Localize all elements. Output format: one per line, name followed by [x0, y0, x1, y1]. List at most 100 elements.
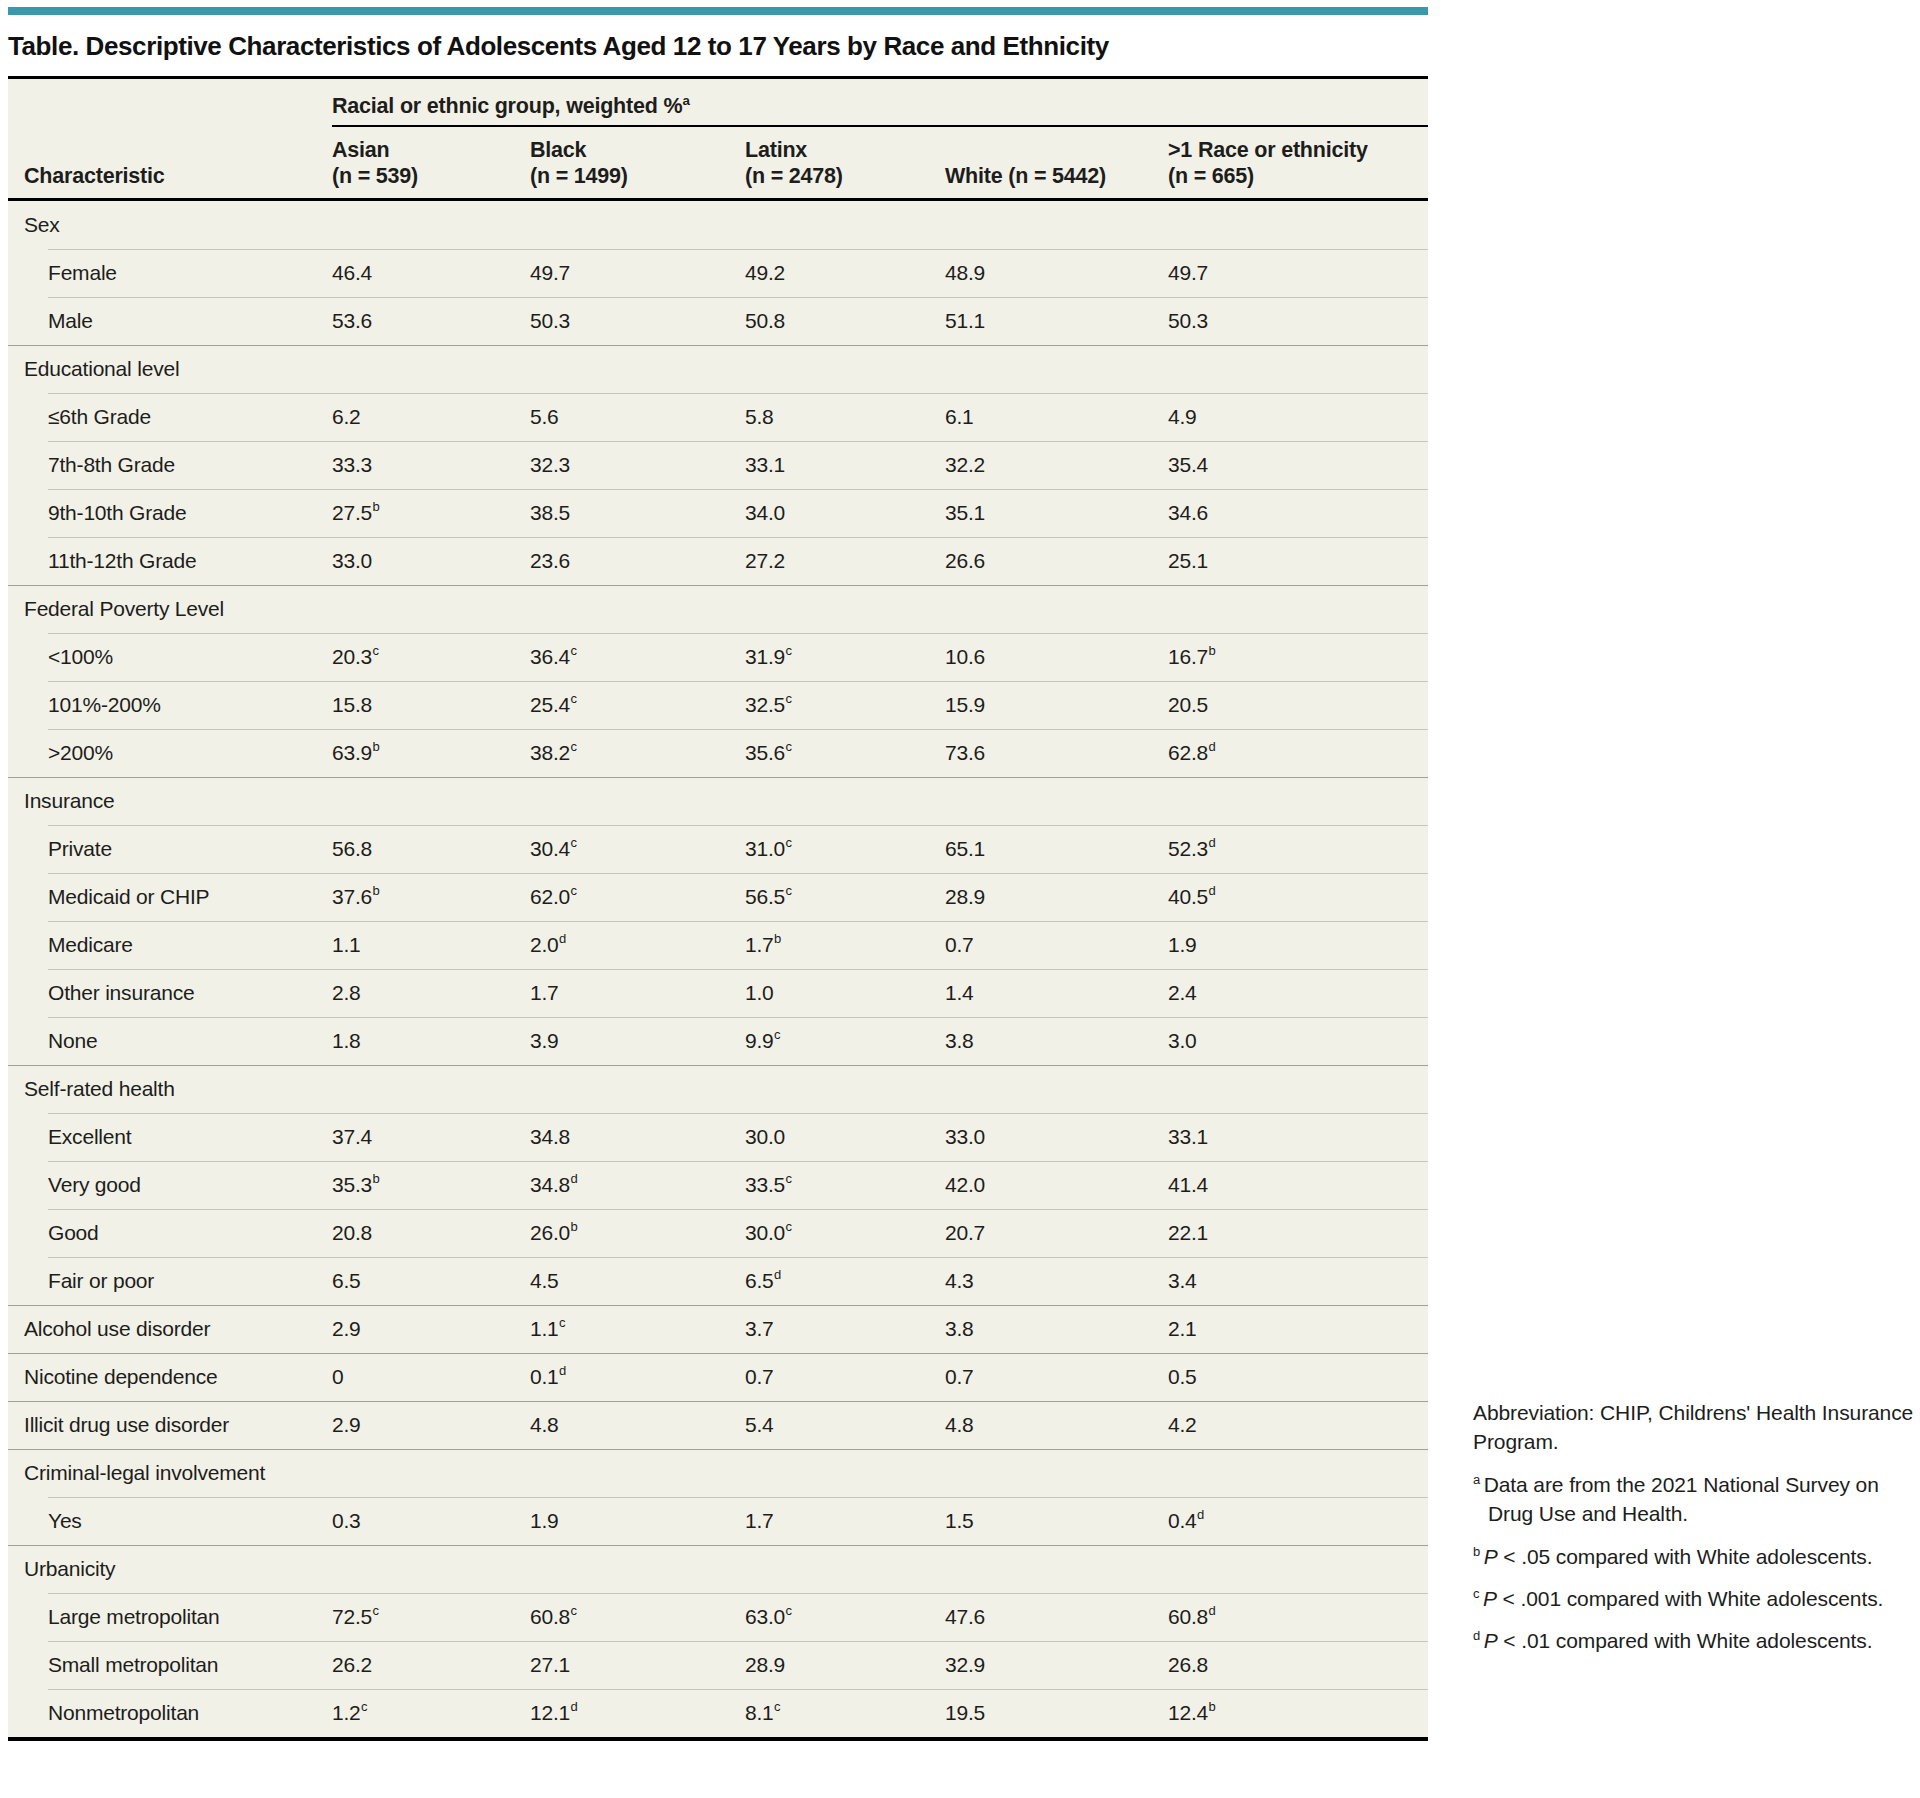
row-value: 3.7: [745, 1313, 945, 1345]
row-label: Nonmetropolitan: [8, 1697, 303, 1730]
row-value: 5.8: [745, 401, 945, 433]
row-value: 60.8c: [530, 1601, 745, 1633]
table-row-nonmetropolitan: Nonmetropolitan1.2c12.1d8.1c19.512.4b: [8, 1689, 1428, 1737]
row-label: Educational level: [8, 353, 279, 386]
row-value: 34.8: [530, 1121, 745, 1153]
row-value: 0: [332, 1361, 530, 1393]
row-value: 3.4: [1168, 1265, 1428, 1297]
row-value: 6.5: [332, 1265, 530, 1297]
row-value: 73.6: [945, 737, 1168, 769]
table-row-other-insurance: Other insurance2.81.71.01.42.4: [8, 969, 1428, 1017]
abbreviation-note: Abbreviation: CHIP, Childrens' Health In…: [1473, 1398, 1915, 1457]
row-value: 27.1: [530, 1649, 745, 1681]
row-value: 2.8: [332, 977, 530, 1009]
table-row-9th-10th-grade: 9th-10th Grade27.5b38.534.035.134.6: [8, 489, 1428, 537]
row-value: 60.8d: [1168, 1601, 1428, 1633]
row-value: 26.6: [945, 545, 1168, 577]
row-value: 4.8: [530, 1409, 745, 1441]
footnote-d: d P < .01 compared with White adolescent…: [1473, 1626, 1915, 1655]
table-row-yes: Yes0.31.91.71.50.4d: [8, 1497, 1428, 1545]
row-label: Alcohol use disorder: [8, 1313, 279, 1346]
row-value: 28.9: [745, 1649, 945, 1681]
row-value: 33.0: [332, 545, 530, 577]
row-label: Female: [8, 257, 303, 290]
spanner-text: Racial or ethnic group, weighted %: [332, 94, 682, 118]
row-value: 4.9: [1168, 401, 1428, 433]
row-value: 63.0c: [745, 1601, 945, 1633]
row-value: 50.3: [1168, 305, 1428, 337]
footnote-b: b P < .05 compared with White adolescent…: [1473, 1542, 1915, 1571]
row-label: Very good: [8, 1169, 303, 1202]
row-value: 27.5b: [332, 497, 530, 529]
row-label: Federal Poverty Level: [8, 593, 279, 626]
row-value: 2.9: [332, 1409, 530, 1441]
row-value: 32.2: [945, 449, 1168, 481]
row-value: 1.2c: [332, 1697, 530, 1729]
row-value: 6.1: [945, 401, 1168, 433]
row-label: Other insurance: [8, 977, 303, 1010]
row-value: 20.5: [1168, 689, 1428, 721]
row-value: 26.2: [332, 1649, 530, 1681]
row-value: 20.3c: [332, 641, 530, 673]
table-row-nicotine-dependence: Nicotine dependence00.1d0.70.70.5: [8, 1353, 1428, 1401]
spanner-header: Racial or ethnic group, weighted %a: [332, 79, 1428, 127]
row-value: 31.0c: [745, 833, 945, 865]
row-value: 5.6: [530, 401, 745, 433]
row-label: Excellent: [8, 1121, 303, 1154]
row-value: 1.4: [945, 977, 1168, 1009]
row-value: 62.8d: [1168, 737, 1428, 769]
row-value: 0.1d: [530, 1361, 745, 1393]
table-row-200: >200%63.9b38.2c35.6c73.662.8d: [8, 729, 1428, 777]
row-value: 2.1: [1168, 1313, 1428, 1345]
row-value: 32.9: [945, 1649, 1168, 1681]
row-value: 46.4: [332, 257, 530, 289]
row-value: 4.8: [945, 1409, 1168, 1441]
row-value: 33.1: [1168, 1121, 1428, 1153]
row-value: 5.4: [745, 1409, 945, 1441]
table-row-100: <100%20.3c36.4c31.9c10.616.7b: [8, 633, 1428, 681]
row-value: 52.3d: [1168, 833, 1428, 865]
row-value: 33.0: [945, 1121, 1168, 1153]
row-value: 35.6c: [745, 737, 945, 769]
row-value: 27.2: [745, 545, 945, 577]
row-value: 15.8: [332, 689, 530, 721]
column-header-black: Black(n = 1499): [530, 127, 745, 198]
row-label: Good: [8, 1217, 303, 1250]
row-value: 48.9: [945, 257, 1168, 289]
table-row-female: Female46.449.749.248.949.7: [8, 249, 1428, 297]
descriptive-characteristics-table: Racial or ethnic group, weighted %a Char…: [8, 76, 1428, 1741]
row-value: 1.1: [332, 929, 530, 961]
row-value: 6.2: [332, 401, 530, 433]
row-value: 35.1: [945, 497, 1168, 529]
row-value: 34.8d: [530, 1169, 745, 1201]
row-value: 4.2: [1168, 1409, 1428, 1441]
row-label: ≤6th Grade: [8, 401, 303, 434]
row-label: Medicaid or CHIP: [8, 881, 303, 914]
row-value: 0.3: [332, 1505, 530, 1537]
spanner-footnote-mark: a: [682, 93, 689, 108]
row-label: Medicare: [8, 929, 303, 962]
row-value: 49.7: [1168, 257, 1428, 289]
row-label: 11th-12th Grade: [8, 545, 303, 578]
row-value: 56.8: [332, 833, 530, 865]
row-value: 25.1: [1168, 545, 1428, 577]
table-row-101-200: 101%-200%15.825.4c32.5c15.920.5: [8, 681, 1428, 729]
row-value: 33.3: [332, 449, 530, 481]
table-row-illicit-drug-use-disorder: Illicit drug use disorder2.94.85.44.84.2: [8, 1401, 1428, 1449]
footnote-items: a Data are from the 2021 National Survey…: [1473, 1470, 1915, 1656]
table-row-medicaid-or-chip: Medicaid or CHIP37.6b62.0c56.5c28.940.5d: [8, 873, 1428, 921]
row-label: 9th-10th Grade: [8, 497, 303, 530]
row-label: 7th-8th Grade: [8, 449, 303, 482]
row-value: 51.1: [945, 305, 1168, 337]
row-value: 1.5: [945, 1505, 1168, 1537]
table-row-male: Male53.650.350.851.150.3: [8, 297, 1428, 345]
table-row-good: Good20.826.0b30.0c20.722.1: [8, 1209, 1428, 1257]
table-row-federal-poverty-level: Federal Poverty Level: [8, 585, 1428, 633]
row-value: 1.1c: [530, 1313, 745, 1345]
row-value: 41.4: [1168, 1169, 1428, 1201]
row-value: 12.4b: [1168, 1697, 1428, 1729]
row-value: 4.5: [530, 1265, 745, 1297]
row-value: 62.0c: [530, 881, 745, 913]
row-value: 9.9c: [745, 1025, 945, 1057]
row-label: Male: [8, 305, 303, 338]
